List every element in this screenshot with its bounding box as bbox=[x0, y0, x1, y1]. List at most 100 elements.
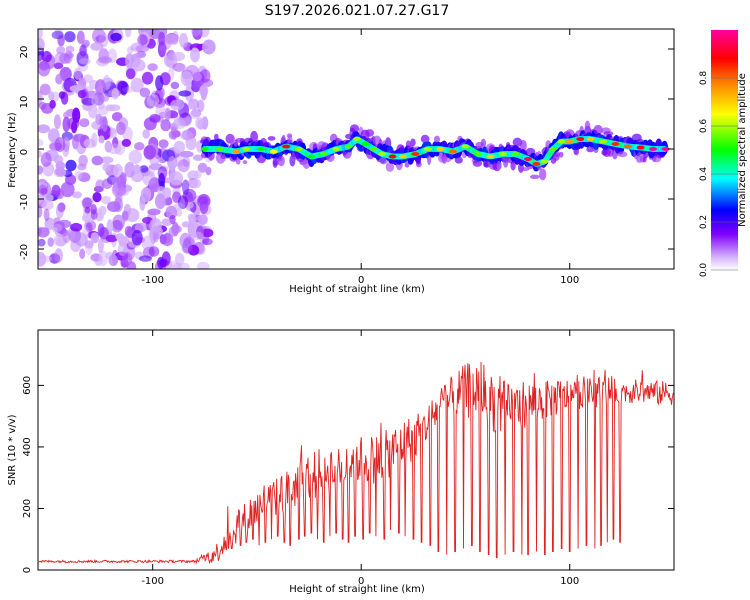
noise-blob bbox=[69, 85, 83, 93]
noise-blob bbox=[38, 205, 43, 218]
signal-peak bbox=[269, 149, 278, 154]
noise-blob bbox=[191, 231, 204, 240]
noise-blob bbox=[65, 45, 75, 53]
noise-blob bbox=[188, 214, 197, 225]
noise-blob bbox=[98, 250, 108, 267]
noise-blob bbox=[161, 218, 173, 226]
noise-blob bbox=[55, 73, 63, 85]
noise-blob bbox=[141, 71, 154, 85]
noise-blob bbox=[115, 233, 125, 241]
noise-blob bbox=[175, 208, 183, 217]
noise-blob bbox=[197, 99, 205, 113]
noise-blob bbox=[105, 234, 118, 243]
noise-blob bbox=[149, 113, 161, 123]
noise-blob bbox=[134, 142, 145, 151]
noise-blob bbox=[111, 112, 123, 122]
signal-halo bbox=[496, 160, 501, 171]
noise-blob bbox=[155, 193, 166, 210]
noise-blob bbox=[164, 33, 179, 45]
signal-peak bbox=[332, 147, 341, 151]
signal-peak bbox=[661, 147, 670, 151]
signal-halo bbox=[472, 159, 483, 167]
snr-y-tick-label: 400 bbox=[22, 437, 33, 456]
noise-blob bbox=[148, 177, 161, 193]
signal-halo bbox=[225, 133, 235, 144]
noise-blob bbox=[139, 29, 153, 33]
noise-blob bbox=[147, 208, 161, 216]
snr-y-tick-label: 0 bbox=[22, 567, 33, 573]
snr-x-ticks: -100 0 100 bbox=[141, 330, 579, 587]
noise-blob bbox=[177, 159, 190, 173]
noise-blob bbox=[98, 227, 109, 240]
snr-y-ticks: 0 200 400 600 bbox=[22, 376, 674, 573]
snr-axes-box bbox=[37, 329, 675, 571]
noise-blob bbox=[182, 156, 191, 167]
signal-halo bbox=[277, 155, 285, 167]
signal-halo bbox=[480, 138, 486, 148]
noise-blob bbox=[44, 217, 55, 230]
noise-blob bbox=[95, 35, 107, 43]
signal-halo bbox=[349, 124, 360, 133]
figure-title: S197.2026.021.07.27.G17 bbox=[265, 3, 450, 19]
noise-blob bbox=[198, 29, 210, 38]
noise-blob bbox=[138, 255, 152, 262]
signal-halo bbox=[520, 140, 527, 152]
signal-peak bbox=[388, 154, 397, 159]
noise-blob bbox=[143, 145, 156, 160]
noise-blob bbox=[134, 222, 147, 233]
noise-blob bbox=[168, 226, 178, 237]
signal-halo bbox=[617, 151, 628, 158]
noise-blob bbox=[193, 154, 204, 161]
noise-blob bbox=[196, 214, 205, 222]
colorbar-tick-label: 0.0 bbox=[699, 263, 709, 278]
noise-blob bbox=[172, 118, 187, 130]
noise-blob bbox=[192, 72, 202, 82]
signal-halo bbox=[250, 130, 258, 143]
signal-peak bbox=[378, 152, 387, 156]
noise-blob bbox=[168, 155, 177, 172]
noise-blob bbox=[38, 227, 50, 238]
spectrogram-y-tick-label: 10 bbox=[19, 96, 30, 109]
signal-halo bbox=[427, 153, 432, 166]
signal-halo bbox=[385, 162, 395, 172]
noise-blob bbox=[81, 197, 93, 209]
signal-halo bbox=[434, 135, 440, 143]
noise-blob bbox=[65, 159, 77, 172]
noise-blob bbox=[149, 218, 162, 233]
noise-blob bbox=[49, 99, 56, 109]
signal-peak bbox=[242, 147, 251, 151]
noise-blob bbox=[60, 181, 75, 198]
noise-blob bbox=[116, 121, 126, 135]
signal-peak bbox=[576, 137, 585, 141]
noise-blob bbox=[182, 179, 190, 196]
snr-x-tick-label: 0 bbox=[358, 576, 364, 587]
noise-blob bbox=[194, 169, 202, 179]
noise-blob bbox=[90, 232, 100, 244]
signal-peak bbox=[532, 162, 541, 166]
noise-blob bbox=[100, 156, 114, 164]
noise-blob bbox=[120, 82, 128, 96]
noise-blob bbox=[98, 32, 109, 48]
noise-blob bbox=[116, 174, 126, 191]
signal-peak bbox=[398, 154, 407, 159]
noise-blob bbox=[95, 179, 105, 191]
noise-blob bbox=[51, 30, 64, 40]
signal-halo bbox=[214, 133, 219, 141]
noise-blob bbox=[38, 165, 44, 175]
noise-blob bbox=[38, 90, 43, 105]
signal-peak bbox=[307, 154, 316, 159]
spectrogram-x-ticks: -100 0 100 bbox=[141, 29, 579, 286]
signal-peak bbox=[361, 142, 370, 146]
noise-blob bbox=[192, 29, 203, 40]
noise-blob bbox=[74, 232, 88, 247]
noise-blob bbox=[73, 67, 83, 80]
noise-blob bbox=[110, 32, 122, 42]
noise-blob bbox=[169, 171, 184, 186]
signal-halo bbox=[420, 134, 430, 144]
noise-blob bbox=[102, 178, 113, 190]
noise-blob bbox=[55, 166, 66, 177]
snr-y-label: SNR (10 * v/v) bbox=[7, 414, 18, 485]
noise-blob bbox=[55, 204, 64, 219]
noise-blob bbox=[130, 169, 144, 183]
